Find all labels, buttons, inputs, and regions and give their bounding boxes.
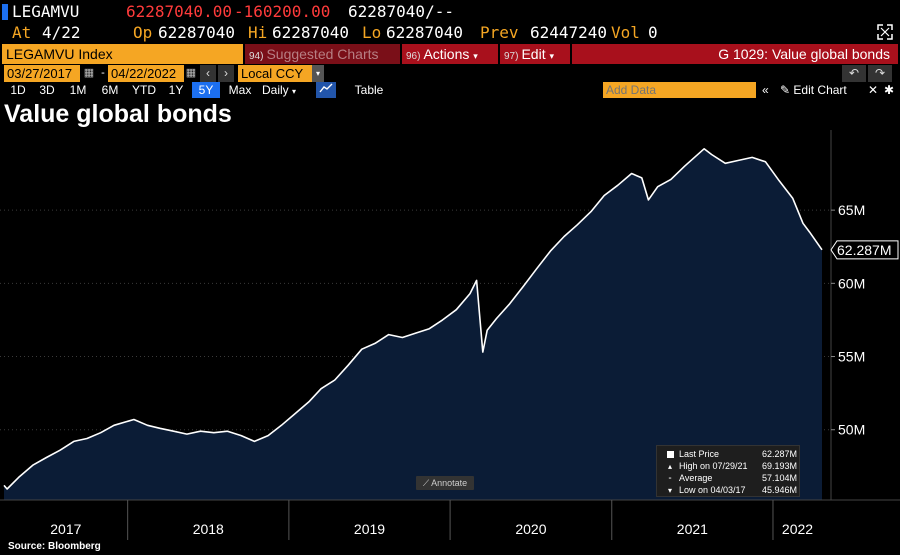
- y-tick-label: 55M: [838, 349, 865, 365]
- security-field[interactable]: LEGAMVU Index: [2, 44, 243, 64]
- edit-menu[interactable]: 97) Edit ▾: [500, 44, 570, 64]
- legend-low: ▾ Low on 04/03/17 45.946M: [657, 485, 801, 496]
- annotate-button[interactable]: ⟋ Annotate: [416, 476, 474, 490]
- low-value: 62287040: [386, 23, 464, 42]
- range-1m[interactable]: 1M: [69, 83, 87, 97]
- ticker: LEGAMVU: [12, 2, 80, 21]
- legend-swatch: [667, 451, 674, 458]
- chart-legend: Last Price 62.287M ▴ High on 07/29/21 69.1…: [656, 445, 800, 497]
- last-value-box: [830, 240, 899, 260]
- x-tick-label: 2017: [50, 521, 81, 537]
- redo-icon[interactable]: ↷: [868, 65, 892, 82]
- date-range-bar: 03/27/2017 ▦ - 04/22/2022 ▦ ‹ › Local CC…: [0, 65, 900, 82]
- frequency-select[interactable]: Daily ▾: [262, 83, 297, 97]
- net-change: -160200.00: [234, 2, 331, 21]
- x-tick-label: 2018: [193, 521, 224, 537]
- source-note: Source: Bloomberg: [8, 541, 101, 552]
- y-tick-label: 60M: [838, 275, 865, 291]
- legend-high: ▴ High on 07/29/21 69.193M: [657, 461, 801, 472]
- average-icon: ⁃: [668, 474, 672, 483]
- undo-icon[interactable]: ↶: [842, 65, 866, 82]
- volume-label: Vol: [611, 23, 640, 42]
- x-tick-labels: 2017 2018 2019 2020 2021 2022: [50, 500, 813, 540]
- price-stats-bar: At 4/22 Op 62287040 Hi 62287040 Lo 62287…: [0, 22, 900, 44]
- x-tick-label: 2021: [677, 521, 708, 537]
- gear-icon[interactable]: ✱: [883, 83, 895, 97]
- open-label: Op: [133, 23, 153, 42]
- price-area: [4, 148, 822, 501]
- price-line: [3, 148, 823, 490]
- tool-icon[interactable]: ✕: [867, 83, 879, 97]
- chart-title: Value global bonds: [4, 100, 232, 128]
- last-value-tag: 62.287M: [830, 240, 899, 260]
- volume-value: 0: [648, 23, 658, 42]
- actions-menu[interactable]: 96) Actions ▾: [402, 44, 498, 64]
- y-tick-label: 65M: [838, 202, 865, 218]
- range-3d[interactable]: 3D: [39, 83, 55, 97]
- range-1d[interactable]: 1D: [10, 83, 26, 97]
- x-tick-label: 2022: [782, 521, 813, 537]
- end-date-input[interactable]: 04/22/2022: [108, 65, 184, 82]
- expand-icon[interactable]: [876, 24, 894, 42]
- prev-arrow-icon[interactable]: ‹: [200, 65, 216, 82]
- annotate-pencil-icon: ⟋: [422, 478, 430, 488]
- range-1y[interactable]: 1Y: [168, 83, 184, 97]
- high-label: Hi: [248, 23, 268, 42]
- range-max[interactable]: Max: [228, 83, 252, 97]
- low-label: Lo: [362, 23, 382, 42]
- calendar-icon[interactable]: ▦: [185, 67, 197, 79]
- legend-last-price: Last Price 62.287M: [657, 449, 801, 460]
- date-separator: -: [101, 67, 105, 79]
- at-value: 4/22: [42, 23, 81, 42]
- table-button[interactable]: Table: [354, 83, 384, 97]
- suggested-charts-button[interactable]: 94) Suggested Charts: [245, 44, 400, 64]
- y-tick-labels: 50M 55M 60M 65M: [831, 202, 865, 438]
- high-value: 62287040: [272, 23, 350, 42]
- security-marker: [2, 4, 8, 20]
- range-5y[interactable]: 5Y: [192, 82, 220, 98]
- range-ytd[interactable]: YTD: [132, 83, 156, 97]
- quote-bar: LEGAMVU 62287040.00 -160200.00 62287040/…: [0, 0, 900, 24]
- calendar-icon[interactable]: ▦: [83, 67, 95, 79]
- legend-average: ⁃ Average 57.104M: [657, 473, 801, 484]
- x-tick-label: 2020: [515, 521, 546, 537]
- chevron-down-icon: ▾: [312, 65, 324, 82]
- collapse-icon[interactable]: «: [762, 83, 769, 97]
- add-data-input[interactable]: [603, 82, 756, 98]
- start-date-input[interactable]: 03/27/2017: [4, 65, 80, 82]
- pencil-icon: ✎: [780, 83, 791, 97]
- range-6m[interactable]: 6M: [101, 83, 119, 97]
- last-quote: 62287040.00: [126, 2, 232, 21]
- function-toolbar: LEGAMVU Index 94) Suggested Charts 96) Act…: [0, 44, 900, 64]
- currency-select[interactable]: Local CCY ▾: [238, 65, 324, 82]
- last-value-label: 62.287M: [837, 242, 891, 258]
- bid-ask: 62287040/--: [348, 2, 454, 21]
- edit-chart-button[interactable]: ✎ Edit Chart: [780, 83, 847, 97]
- price-chart: 50M 55M 60M 65M 2017 2018 2019 2020 2021 2022 62…: [0, 130, 900, 540]
- triangle-up-icon: ▴: [667, 462, 672, 471]
- next-arrow-icon[interactable]: ›: [218, 65, 234, 82]
- triangle-down-icon: ▾: [667, 486, 672, 495]
- range-bar: 1D 3D 1M 6M YTD 1Y 5Y Max Daily ▾ Table …: [0, 82, 900, 98]
- y-tick-label: 50M: [838, 422, 865, 438]
- x-tick-label: 2019: [354, 521, 385, 537]
- line-chart-icon[interactable]: [316, 82, 336, 98]
- open-value: 62287040: [158, 23, 236, 42]
- prev-label: Prev: [480, 23, 519, 42]
- prev-value: 62447240: [530, 23, 608, 42]
- chart-name: G 1029: Value global bonds: [572, 44, 898, 64]
- at-label: At: [12, 23, 32, 42]
